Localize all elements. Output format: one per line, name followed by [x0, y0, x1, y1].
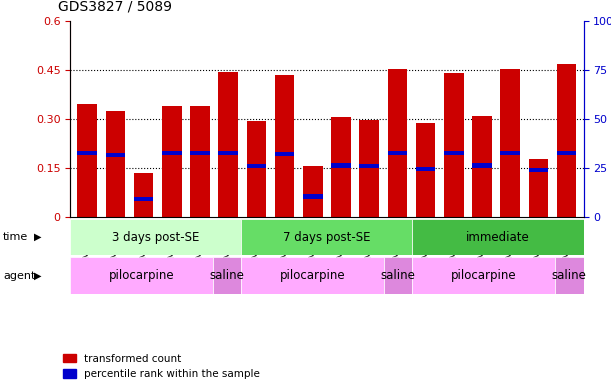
Bar [218, 72, 238, 217]
Bar [241, 257, 384, 294]
Bar [359, 164, 379, 169]
Bar [331, 163, 351, 167]
Bar [529, 159, 548, 217]
Text: pilocarpine: pilocarpine [109, 269, 174, 282]
Text: pilocarpine: pilocarpine [451, 269, 516, 282]
Bar [162, 151, 181, 156]
Legend: transformed count, percentile rank within the sample: transformed count, percentile rank withi… [64, 354, 260, 379]
Bar [190, 106, 210, 217]
Text: saline: saline [210, 269, 244, 282]
Bar [555, 257, 584, 294]
Bar [134, 173, 153, 217]
Text: 7 days post-SE: 7 days post-SE [283, 231, 371, 243]
Text: pilocarpine: pilocarpine [280, 269, 345, 282]
Bar [412, 219, 584, 255]
Bar [106, 111, 125, 217]
Text: saline: saline [381, 269, 415, 282]
Bar [246, 164, 266, 169]
Text: GDS3827 / 5089: GDS3827 / 5089 [58, 0, 172, 13]
Bar [241, 219, 412, 255]
Bar [213, 257, 241, 294]
Bar [359, 120, 379, 217]
Bar [190, 151, 210, 156]
Bar [275, 152, 295, 156]
Bar [444, 73, 464, 217]
Bar [472, 116, 492, 217]
Text: saline: saline [552, 269, 587, 282]
Bar [557, 151, 576, 155]
Bar [134, 197, 153, 201]
Bar [246, 121, 266, 217]
Bar [78, 104, 97, 217]
Bar [162, 106, 181, 217]
Bar [444, 151, 464, 155]
Text: agent: agent [3, 270, 35, 281]
Text: ▶: ▶ [34, 270, 41, 281]
Bar [218, 151, 238, 156]
Bar [70, 257, 213, 294]
Bar [303, 194, 323, 199]
Bar [529, 168, 548, 172]
Text: 3 days post-SE: 3 days post-SE [112, 231, 200, 243]
Bar [557, 64, 576, 217]
Bar [387, 70, 408, 217]
Bar [415, 167, 436, 171]
Bar [472, 163, 492, 167]
Text: ▶: ▶ [34, 232, 41, 242]
Bar [78, 151, 97, 156]
Bar [331, 118, 351, 217]
Bar [500, 70, 520, 217]
Text: immediate: immediate [466, 231, 530, 243]
Bar [412, 257, 555, 294]
Bar [500, 151, 520, 156]
Text: time: time [3, 232, 28, 242]
Bar [275, 75, 295, 217]
Bar [387, 151, 408, 156]
Bar [384, 257, 412, 294]
Bar [415, 123, 436, 217]
Bar [303, 166, 323, 217]
Bar [70, 219, 241, 255]
Bar [106, 153, 125, 157]
